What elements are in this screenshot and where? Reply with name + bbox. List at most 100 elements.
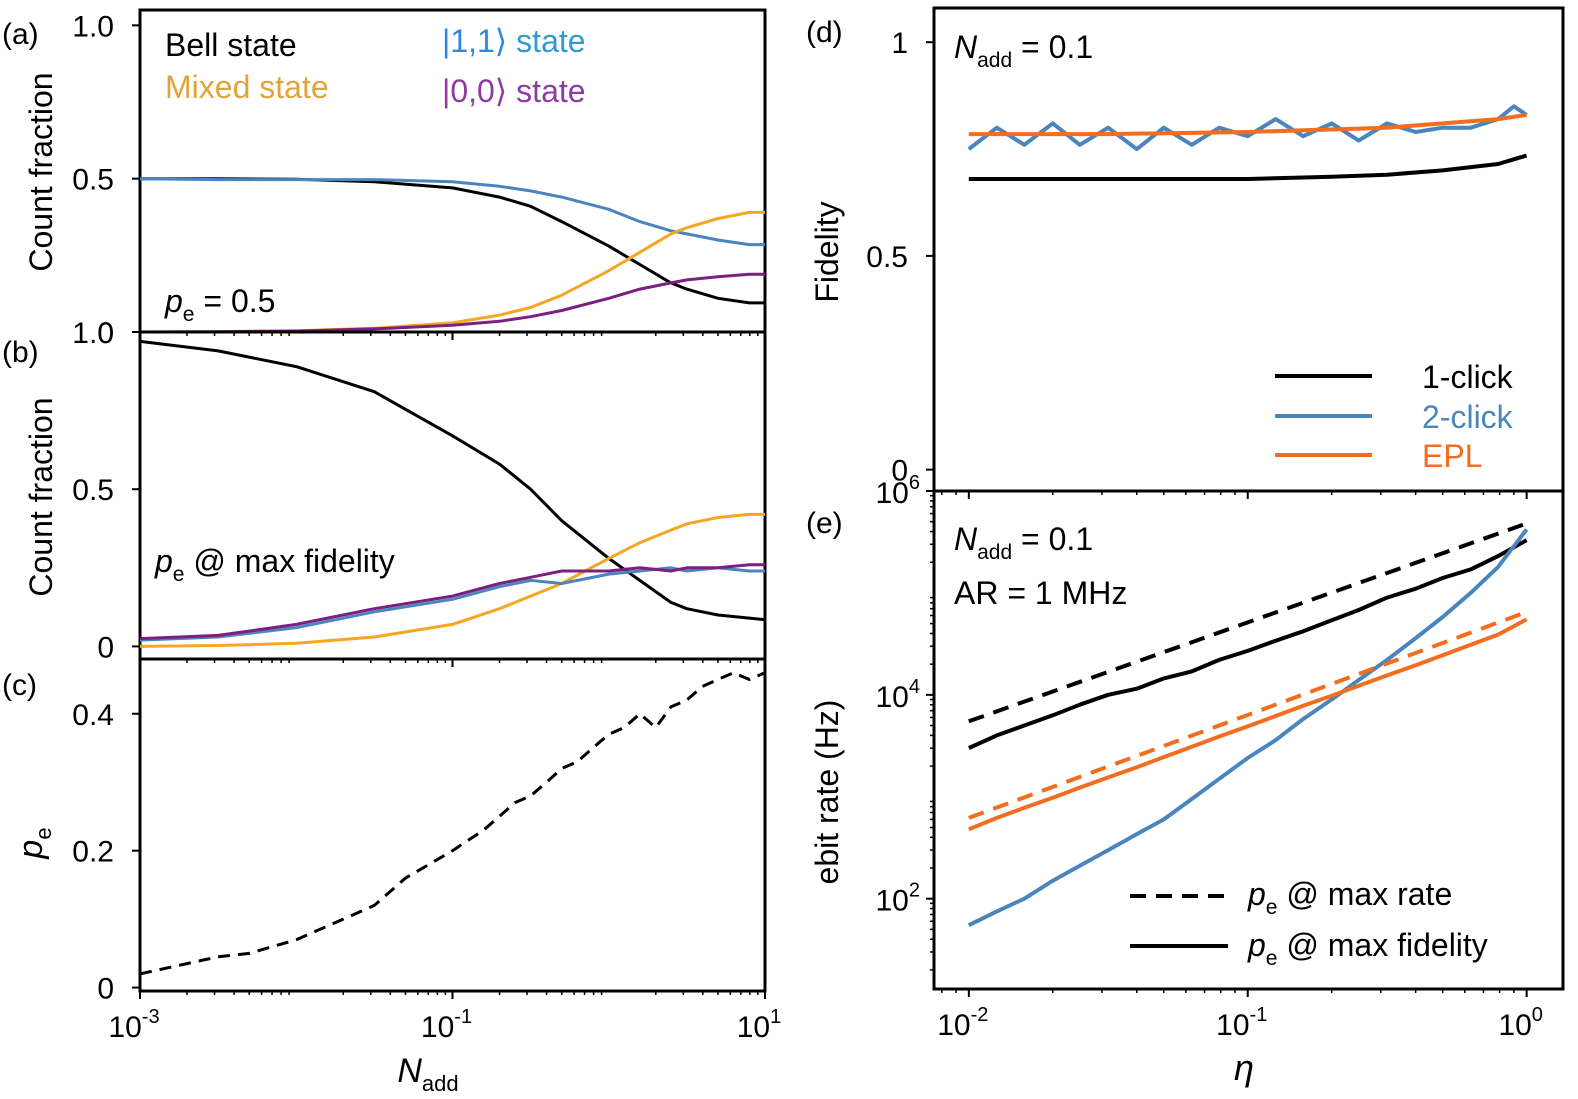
xtick-label-exp: -2 — [971, 1004, 989, 1026]
series-d-1-click — [968, 153, 1528, 181]
ytick-label-a-1: 0.5 — [72, 164, 114, 197]
panel-a-plot: 0 0.5 1.0 — [72, 10, 766, 350]
legend-00-ket: |0,0⟩ — [442, 73, 507, 109]
panel-a: 0 0.5 1.0 (a) Count fraction Bell state Mi… — [2, 8, 767, 350]
panel-c-ylabel: pe — [12, 827, 56, 859]
panel-d-annotation-rest: = 0.1 — [1012, 29, 1093, 65]
legend-max-fidelity-label: pe @ max fidelity — [1247, 927, 1488, 970]
panel-e-label: (e) — [806, 507, 843, 540]
series-e-epl-max-rate — [968, 610, 1528, 820]
panel-e-frame — [932, 489, 1565, 991]
series-e-1-click-max-rate — [968, 521, 1528, 724]
panel-b-annotation-sub: e — [173, 563, 185, 586]
panel-b-ylabel: Count fraction — [23, 397, 59, 596]
series-e-2-click — [967, 528, 1529, 927]
ytick-label-base: 10 — [876, 477, 909, 510]
ytick-label-base: 10 — [876, 885, 909, 918]
panel-b-annotation: pe @ max fidelity — [154, 543, 395, 586]
xtick-label-e-1: 10-1 — [1216, 1004, 1267, 1042]
panel-b-label: (b) — [2, 336, 39, 369]
panel-c: 00.20.410-3 10-1 101 (c) pe Nadd — [2, 657, 782, 1096]
ytick-label-b-2: 1.0 — [72, 317, 114, 350]
ytick-label-a-0: 0 — [97, 317, 114, 350]
panel-d-annotation-sub: add — [977, 49, 1012, 72]
series-d-2-click — [967, 104, 1528, 152]
panel-d-plot: 00.51 — [866, 27, 1528, 499]
panel-b-annotation-p: p — [154, 543, 173, 579]
xtick-label-e-2: 100 — [1498, 1004, 1543, 1042]
panel-e-xlabel: η — [1234, 1047, 1254, 1088]
ytick-label-b-1: 0.5 — [72, 474, 114, 507]
xtick-label-base: 10 — [108, 1011, 141, 1044]
panel-a-label: (a) — [2, 18, 39, 51]
ytick-label-d-0: 0 — [891, 455, 908, 488]
ytick-label-d-1: 0.5 — [866, 241, 908, 274]
series-e-1-click-max-fidelity — [967, 538, 1528, 750]
series-b-mixed-state — [139, 512, 765, 648]
panel-c-xlabel-main: N — [397, 1052, 422, 1090]
panel-b-plot: 0 0.5 1.0 — [72, 317, 766, 667]
panel-d: 00.51 (d) Fidelity Nadd = 0.1 1-click 2-… — [806, 6, 1565, 499]
panel-a-annotation: pe = 0.5 — [164, 283, 275, 326]
legend-max-rate-sub: e — [1266, 896, 1278, 919]
panel-e-annotation-rest: = 0.1 — [1012, 521, 1093, 557]
panel-d-label: (d) — [806, 16, 843, 49]
legend-bell-state: Bell state — [165, 27, 297, 63]
legend-max-fidelity-p: p — [1247, 927, 1266, 963]
panel-b-frame — [138, 330, 767, 661]
ytick-label-c-2: 0.4 — [72, 699, 114, 732]
legend-00-state: |0,0⟩ state — [442, 73, 586, 109]
legend-11-word: state — [507, 23, 585, 59]
panel-d-legend: 1-click 2-click EPL — [1275, 359, 1514, 474]
ytick-label-e-0: 102 — [876, 880, 921, 918]
ytick-label-b-0: 0 — [97, 631, 114, 664]
panel-e-annotation-ar: AR = 1 MHz — [954, 575, 1127, 611]
legend-2click-label: 2-click — [1422, 399, 1514, 435]
xtick-label-exp: 1 — [770, 1006, 781, 1028]
panel-b-annotation-rest: @ max fidelity — [184, 543, 394, 579]
legend-mixed-state: Mixed state — [165, 69, 329, 105]
legend-1click-label: 1-click — [1422, 359, 1514, 395]
series-c-p-e — [139, 671, 766, 976]
panel-a-annotation-rest: = 0.5 — [194, 283, 275, 319]
panel-c-ylabel-sub: e — [31, 827, 56, 839]
xtick-label-base: 10 — [937, 1009, 970, 1042]
xtick-label-c-0: 10-3 — [108, 1006, 159, 1044]
legend-max-rate-p: p — [1247, 876, 1266, 912]
xtick-label-c-1: 10-1 — [421, 1006, 472, 1044]
panel-c-plot: 00.20.410-3 10-1 101 — [72, 671, 782, 1044]
panel-e-annotation-sub: add — [977, 541, 1012, 564]
xtick-label-exp: -1 — [454, 1006, 472, 1028]
panel-d-annotation: Nadd = 0.1 — [954, 29, 1093, 72]
xtick-label-base: 10 — [1216, 1009, 1249, 1042]
legend-max-rate-rest: @ max rate — [1277, 876, 1452, 912]
legend-max-fidelity-rest: @ max fidelity — [1277, 927, 1487, 963]
ytick-label-exp: 6 — [909, 472, 920, 494]
series-a-1-1-state — [139, 177, 765, 247]
legend-11-ket: |1,1⟩ — [442, 23, 507, 59]
series-a-0-0-state — [139, 272, 765, 334]
legend-11-state: |1,1⟩ state — [442, 23, 586, 59]
xtick-label-base: 10 — [737, 1011, 770, 1044]
xtick-label-c-2: 101 — [737, 1006, 782, 1044]
ytick-label-e-2: 106 — [876, 472, 921, 510]
panel-e-ylabel: ebit rate (Hz) — [809, 700, 845, 885]
panel-d-ylabel: Fidelity — [809, 201, 845, 302]
series-d-epl — [968, 112, 1527, 137]
panel-d-annotation-n: N — [954, 29, 978, 65]
panel-a-annotation-sub: e — [183, 303, 195, 326]
legend-max-fidelity-sub: e — [1266, 947, 1278, 970]
panel-b: 0 0.5 1.0 (b) Count fraction pe @ max fide… — [2, 317, 767, 667]
series-b-0-0-state — [139, 563, 765, 641]
panel-e-annotation-n: N — [954, 521, 978, 557]
xtick-label-base: 10 — [1498, 1009, 1531, 1042]
ytick-label-a-2: 1.0 — [72, 10, 114, 43]
panel-c-ylabel-p: p — [12, 840, 50, 860]
legend-max-rate-label: pe @ max rate — [1247, 876, 1452, 919]
series-b-bell-state — [139, 339, 766, 622]
panel-a-annotation-p: p — [164, 283, 183, 319]
panel-a-ylabel: Count fraction — [23, 72, 59, 271]
panel-c-label: (c) — [2, 669, 37, 702]
